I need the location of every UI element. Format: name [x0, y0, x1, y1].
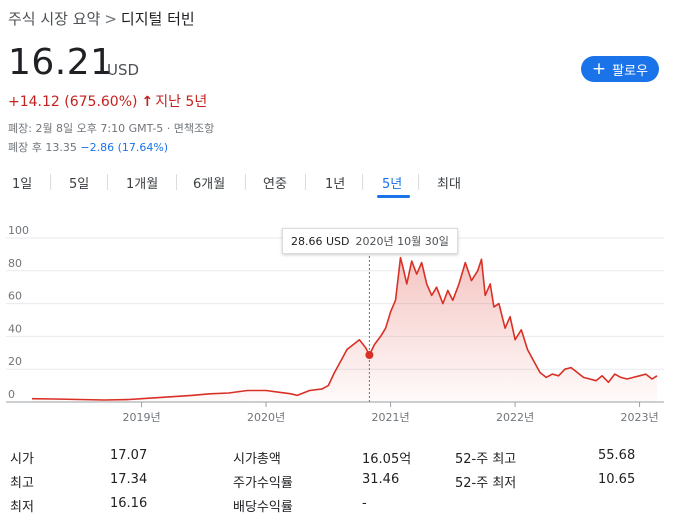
x-tick-label: 2019년: [122, 411, 160, 424]
stat-label-pe-ratio: 주가수익률: [233, 476, 293, 491]
stat-label-market-cap: 시가총액: [233, 452, 281, 467]
y-tick-label: 0: [8, 388, 15, 401]
y-tick-label: 40: [8, 322, 22, 335]
price-chart[interactable]: 100 80 60 40 20 0 2019년 2020년 2021년 2022년 2023년: [0, 222, 674, 434]
stat-value-pe-ratio: 31.46: [362, 472, 400, 487]
arrow-up-icon: ↑: [141, 94, 154, 110]
breadcrumb-parent-link[interactable]: 주식 시장 요약: [8, 10, 101, 28]
active-tab-indicator: [377, 195, 410, 198]
tab-1d[interactable]: 1일: [12, 177, 33, 192]
stat-value-high: 17.34: [110, 472, 148, 487]
tab-1m[interactable]: 1개월: [126, 177, 159, 192]
breadcrumb-current: 디지털 터빈: [120, 10, 195, 28]
stat-label-52w-low: 52-주 최저: [455, 476, 517, 491]
stat-label-open: 시가: [10, 452, 34, 467]
y-tick-label: 80: [8, 257, 22, 270]
after-hours-change: −2.86 (17.64%): [80, 141, 169, 154]
x-tick-label: 2021년: [372, 411, 410, 424]
after-hours-price: 13.35: [45, 141, 77, 154]
tab-6m[interactable]: 6개월: [193, 177, 226, 192]
stat-value-52w-low: 10.65: [598, 472, 636, 487]
y-tick-label: 20: [8, 355, 22, 368]
tooltip-value: 28.66 USD: [291, 234, 350, 248]
follow-button[interactable]: + 팔로우: [581, 56, 659, 82]
stock-price: 16.21: [8, 42, 114, 83]
follow-button-label: 팔로우: [612, 63, 649, 79]
price-area-fill: [32, 257, 657, 402]
tab-ytd[interactable]: 연중: [263, 177, 287, 192]
tab-5y[interactable]: 5년: [382, 177, 403, 192]
plus-icon: +: [591, 58, 607, 79]
x-tick-label: 2023년: [621, 411, 659, 424]
y-tick-label: 100: [8, 224, 29, 237]
range-tabs: 1일 5일 1개월 6개월 연중 1년 5년 최대: [0, 170, 674, 200]
chart-tooltip: 28.66 USD 2020년 10월 30일: [282, 228, 458, 254]
y-tick-label: 60: [8, 290, 22, 303]
stat-label-low: 최저: [10, 500, 34, 515]
close-info: 폐장: 2월 8일 오후 7:10 GMT-5 · 면책조항: [8, 120, 214, 136]
stat-value-52w-high: 55.68: [598, 448, 636, 463]
stat-value-market-cap: 16.05억: [362, 452, 412, 467]
stat-label-dividend-yield: 배당수익률: [233, 500, 293, 515]
breadcrumb-separator: >: [104, 10, 117, 28]
stat-label-52w-high: 52-주 최고: [455, 452, 517, 467]
stat-value-dividend-yield: -: [362, 496, 367, 511]
after-hours-label: 폐장 후: [8, 141, 42, 154]
tooltip-date: 2020년 10월 30일: [355, 235, 449, 248]
tab-1y[interactable]: 1년: [325, 177, 346, 192]
price-change: +14.12 (675.60%) ↑ 지난 5년: [8, 91, 207, 111]
x-tick-label: 2020년: [247, 411, 285, 424]
stat-label-high: 최고: [10, 476, 34, 491]
change-period: 지난 5년: [155, 94, 208, 110]
tab-5d[interactable]: 5일: [69, 177, 90, 192]
currency-label: USD: [107, 61, 140, 79]
x-tick-label: 2022년: [496, 411, 534, 424]
stat-value-low: 16.16: [110, 496, 148, 511]
tab-max[interactable]: 최대: [437, 177, 461, 192]
stat-value-open: 17.07: [110, 448, 148, 463]
price-change-value: +14.12 (675.60%): [8, 94, 138, 110]
close-info-text: 폐장: 2월 8일 오후 7:10 GMT-5 · 면책조항: [8, 122, 215, 135]
breadcrumb: 주식 시장 요약 > 디지털 터빈: [8, 8, 195, 29]
after-hours-info: 폐장 후 13.35 −2.86 (17.64%): [8, 139, 168, 155]
price-line: [31, 256, 658, 401]
hover-point: [365, 350, 374, 359]
